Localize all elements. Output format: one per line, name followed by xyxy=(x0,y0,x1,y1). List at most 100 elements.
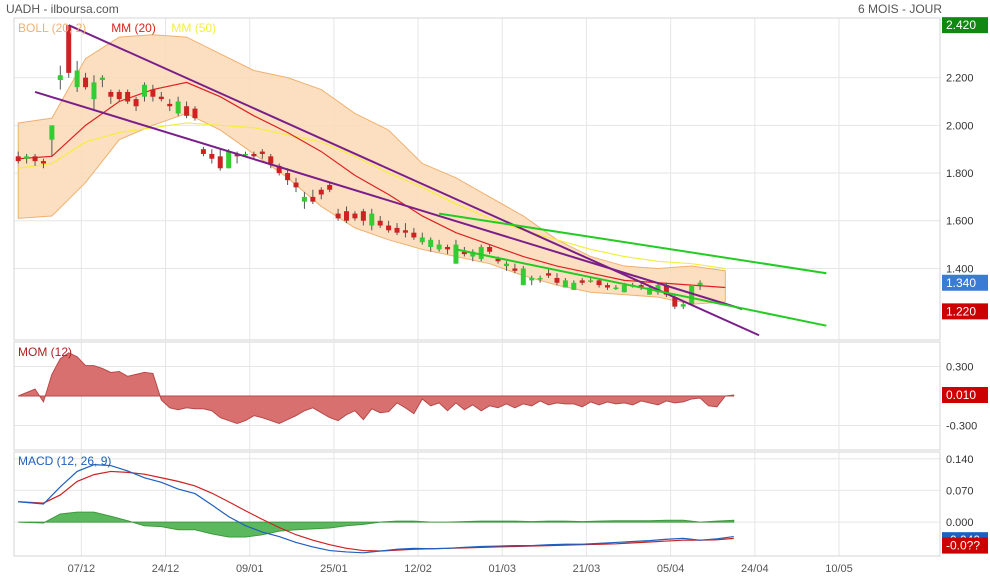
candle-body xyxy=(596,280,602,286)
candle xyxy=(344,206,350,224)
candle-body xyxy=(344,211,350,221)
candle-body xyxy=(445,246,451,250)
candle-body xyxy=(251,153,257,157)
x-tick-label: 24/12 xyxy=(152,563,180,575)
macd-y-tick: 0.000 xyxy=(946,517,974,529)
candle-body xyxy=(91,82,97,100)
candle xyxy=(520,266,526,286)
candle xyxy=(301,192,307,209)
candle xyxy=(394,223,400,236)
candle xyxy=(402,223,408,238)
mm50-line xyxy=(18,122,726,270)
candle-body xyxy=(689,285,695,305)
candle xyxy=(251,151,257,159)
candle-body xyxy=(268,156,274,164)
candle xyxy=(487,244,493,255)
candle xyxy=(15,151,21,164)
candle-body xyxy=(655,285,661,293)
chart-period-label: 6 MOIS - JOUR xyxy=(857,2,942,16)
candle-body xyxy=(461,251,467,255)
candle xyxy=(697,280,703,290)
candle-body xyxy=(512,268,518,271)
candle-body xyxy=(520,268,526,286)
candle-body xyxy=(647,287,653,295)
candle xyxy=(158,91,164,102)
price-y-tick: 2.200 xyxy=(946,73,974,85)
candle-body xyxy=(293,182,299,188)
low-price-badge: 1.220 xyxy=(946,304,976,318)
mom-title: MOM (12) xyxy=(18,345,72,359)
candle-body xyxy=(638,285,644,288)
price-legend-item: MM (50) xyxy=(171,21,216,35)
candle xyxy=(310,189,316,205)
x-tick-label: 10/05 xyxy=(825,563,853,575)
candle-body xyxy=(226,151,232,169)
x-tick-label: 25/01 xyxy=(320,563,348,575)
candle xyxy=(200,146,206,157)
candle-body xyxy=(394,227,400,233)
candle xyxy=(571,280,577,290)
candle-body xyxy=(663,285,669,295)
candle-body xyxy=(672,297,678,307)
candle xyxy=(99,75,105,88)
price-y-tick: 1.800 xyxy=(946,168,974,180)
candle-body xyxy=(116,91,122,100)
candle-body xyxy=(411,232,417,238)
x-tick-label: 12/02 xyxy=(404,563,432,575)
candle-body xyxy=(133,99,139,107)
candle-body xyxy=(24,156,30,159)
candle-body xyxy=(99,77,105,81)
candle xyxy=(638,282,644,290)
candle-body xyxy=(301,196,307,202)
candle-body xyxy=(453,244,459,264)
candle xyxy=(209,149,215,164)
candle xyxy=(327,182,333,193)
bollinger-band xyxy=(17,34,726,305)
mom-pane-frame xyxy=(13,341,941,451)
price-y-tick: 1.600 xyxy=(946,216,974,228)
macd-signal-line xyxy=(18,470,734,552)
candle xyxy=(386,220,392,233)
candle-body xyxy=(377,220,383,226)
candle xyxy=(335,208,341,221)
candle-body xyxy=(470,251,476,257)
candle xyxy=(83,72,89,90)
candle xyxy=(74,60,80,92)
trend-line xyxy=(68,24,760,337)
candle xyxy=(40,158,46,169)
candle xyxy=(116,89,122,102)
candle-body xyxy=(571,282,577,290)
candle xyxy=(167,99,173,112)
candle xyxy=(377,215,383,228)
candle xyxy=(184,101,190,119)
candle-body xyxy=(402,230,408,233)
candle-body xyxy=(57,75,63,81)
price-pane-frame xyxy=(13,17,941,341)
candle xyxy=(436,239,442,252)
candle-body xyxy=(503,263,509,267)
price-legend-item: MM (20) xyxy=(111,21,156,35)
mom-y-tick: -0.300 xyxy=(946,420,977,432)
candle xyxy=(32,153,38,166)
candle-body xyxy=(158,96,164,100)
candle-body xyxy=(360,211,366,221)
candle-body xyxy=(74,70,80,88)
x-tick-label: 24/04 xyxy=(741,563,769,575)
candle xyxy=(470,249,476,262)
momentum-area xyxy=(18,352,735,425)
candle xyxy=(360,208,366,226)
candle-body xyxy=(604,285,610,288)
candle-body xyxy=(49,125,55,140)
signal-value-badge-bg xyxy=(942,537,988,554)
candle-body xyxy=(369,213,375,226)
candle-body xyxy=(108,91,114,97)
candle xyxy=(529,275,535,286)
candle xyxy=(546,268,552,278)
candle-body xyxy=(436,244,442,250)
x-tick-label: 01/03 xyxy=(488,563,516,575)
candle xyxy=(369,208,375,231)
candle xyxy=(293,177,299,193)
candle-body xyxy=(243,153,248,156)
candle-body xyxy=(554,277,560,283)
candle xyxy=(217,149,223,171)
